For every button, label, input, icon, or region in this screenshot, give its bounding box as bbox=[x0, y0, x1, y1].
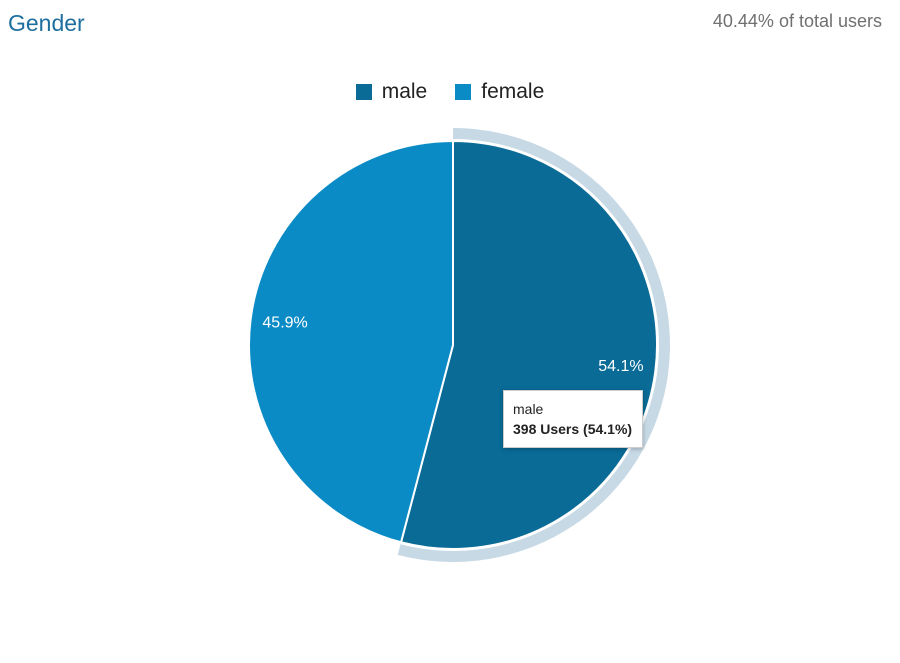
slice-label-male: 54.1% bbox=[598, 358, 643, 375]
tooltip-label: male bbox=[513, 401, 544, 417]
slice-tooltip: male 398 Users (54.1%) bbox=[503, 390, 644, 448]
legend-item-male[interactable]: male bbox=[355, 80, 428, 104]
total-users-share: 40.44% of total users bbox=[712, 11, 882, 31]
chart-legend: male female bbox=[0, 80, 900, 104]
legend-swatch-female bbox=[455, 84, 472, 100]
legend-label-female: female bbox=[481, 80, 545, 103]
tooltip-value: 398 Users (54.1%) bbox=[513, 421, 633, 437]
chart-title: Gender bbox=[8, 10, 85, 36]
legend-swatch-male bbox=[355, 84, 372, 100]
pie-slice-female[interactable] bbox=[248, 139, 454, 544]
slice-label-female: 45.9% bbox=[262, 314, 307, 331]
legend-label-male: male bbox=[381, 80, 428, 103]
legend-item-female[interactable]: female bbox=[455, 80, 544, 104]
